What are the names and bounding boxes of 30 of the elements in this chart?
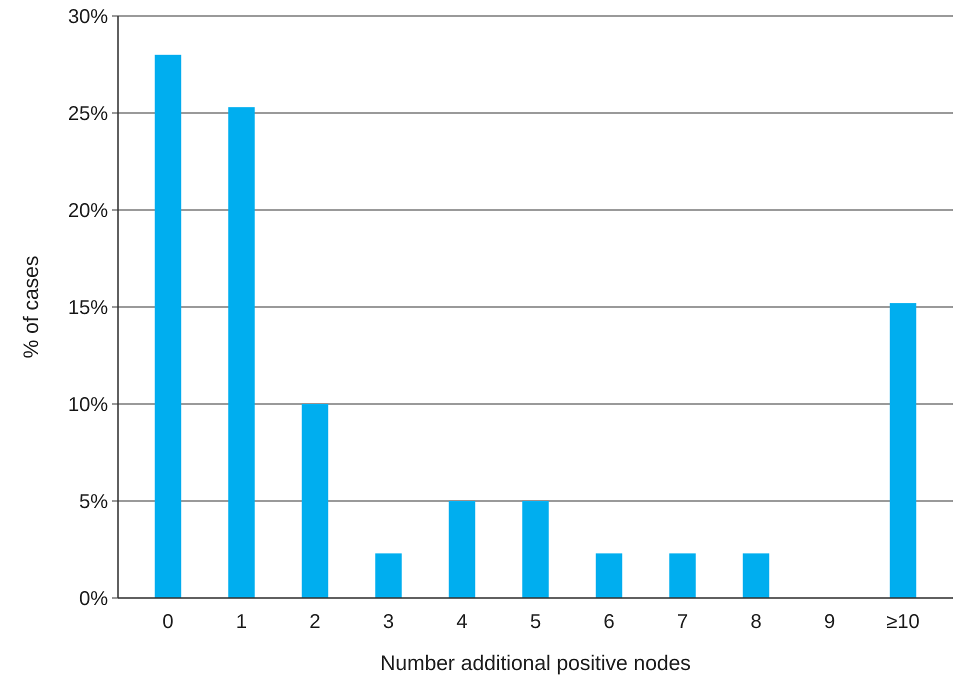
- bar: [375, 553, 402, 598]
- x-tick-label: 3: [382, 611, 394, 633]
- x-tick-label: 0: [162, 611, 174, 633]
- bar: [890, 303, 916, 598]
- bar: [302, 404, 328, 598]
- x-tick-label: 1: [236, 611, 248, 633]
- x-tick-label: 7: [676, 611, 688, 633]
- x-tick-label: ≥10: [886, 611, 920, 633]
- bar: [154, 54, 182, 598]
- y-tick-label: 20%: [68, 200, 108, 222]
- bar: [228, 107, 255, 598]
- x-tick-label: 6: [603, 611, 615, 633]
- bar: [448, 501, 476, 598]
- y-tick-label: 15%: [68, 297, 108, 319]
- x-tick-label: 4: [456, 611, 468, 633]
- bar: [742, 553, 770, 598]
- x-tick-label: 9: [824, 611, 836, 633]
- x-tick-label: 5: [530, 611, 542, 633]
- y-tick-label: 30%: [68, 6, 108, 28]
- x-tick-label: 8: [750, 611, 762, 633]
- x-tick-label: 2: [309, 611, 321, 633]
- y-tick-label: 10%: [68, 394, 108, 416]
- y-tick-label: 0%: [79, 588, 108, 610]
- y-tick-label: 25%: [68, 103, 108, 125]
- x-axis-title: Number additional positive nodes: [380, 652, 691, 675]
- bar: [669, 553, 696, 598]
- bar: [596, 553, 622, 598]
- bar: [522, 501, 549, 598]
- y-axis-title: % of cases: [20, 256, 43, 358]
- y-tick-label: 5%: [79, 491, 108, 513]
